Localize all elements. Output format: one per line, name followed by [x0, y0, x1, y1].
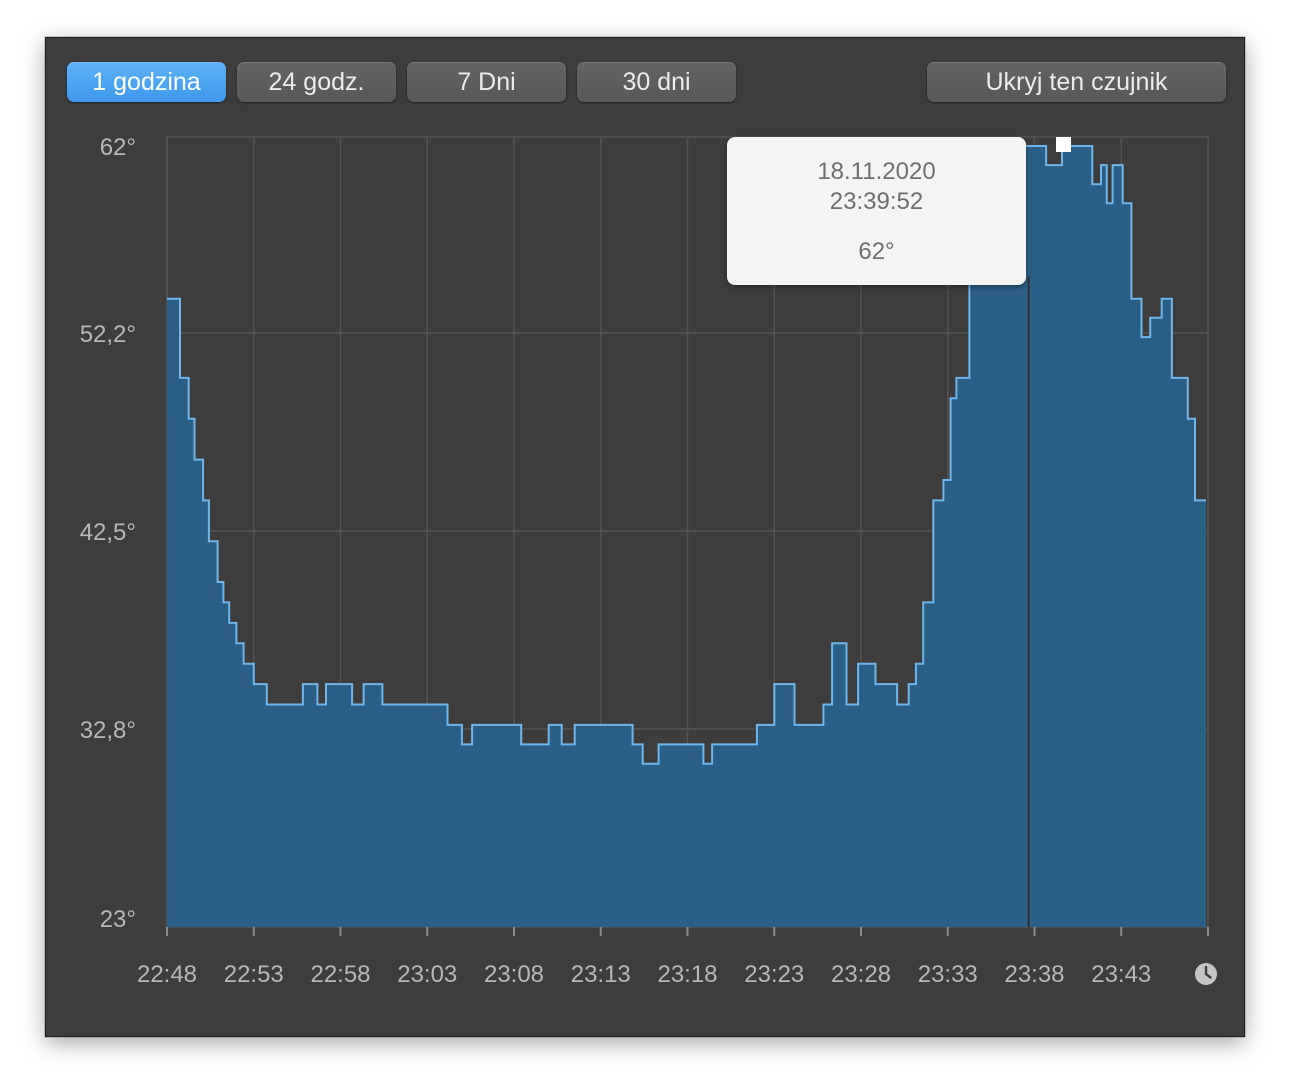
range-30-days-button[interactable]: 30 dni: [577, 62, 736, 102]
x-tick-label: 23:28: [831, 961, 891, 988]
x-tick-label: 23:23: [744, 961, 804, 988]
hide-sensor-button[interactable]: Ukryj ten czujnik: [927, 62, 1226, 102]
range-24-hours-button[interactable]: 24 godz.: [237, 62, 396, 102]
temperature-chart[interactable]: 62° 52,2° 42,5° 32,8° 23° 22:48 22:53 22:58 23:…: [46, 38, 1244, 1036]
x-tick-label: 23:08: [484, 961, 544, 988]
tooltip-value: 62°: [858, 238, 895, 265]
y-tick-label: 42,5°: [80, 519, 136, 546]
x-tick-label: 23:13: [571, 961, 631, 988]
x-tick-label: 23:18: [657, 961, 717, 988]
cursor-marker: [1056, 137, 1071, 152]
y-axis: 62° 52,2° 42,5° 32,8° 23°: [80, 134, 136, 933]
temperature-line: [167, 145, 1206, 765]
x-tick-label: 22:48: [137, 961, 197, 988]
temperature-area: [167, 146, 1206, 927]
value-tooltip: 18.11.2020 23:39:52 62°: [727, 137, 1026, 285]
y-tick-label: 52,2°: [80, 321, 136, 348]
x-tick-label: 22:58: [310, 961, 370, 988]
y-tick-label: 23°: [100, 906, 136, 933]
range-7-days-button[interactable]: 7 Dni: [407, 62, 566, 102]
clock-icon[interactable]: [1194, 962, 1218, 986]
x-tick-label: 23:03: [397, 961, 457, 988]
y-tick-label: 32,8°: [80, 717, 136, 744]
sensor-history-window: 1 godzina 24 godz. 7 Dni 30 dni Ukryj te…: [45, 37, 1245, 1037]
tooltip-time: 23:39:52: [829, 188, 924, 215]
range-1-hour-button[interactable]: 1 godzina: [67, 62, 226, 102]
tooltip-date: 18.11.2020: [817, 158, 936, 185]
x-axis: 22:48 22:53 22:58 23:03 23:08 23:13 23:18 23:23…: [137, 927, 1209, 988]
x-tick-label: 23:38: [1004, 961, 1064, 988]
y-tick-label: 62°: [100, 134, 136, 161]
x-tick-label: 23:43: [1091, 961, 1151, 988]
x-tick-label: 23:33: [918, 961, 978, 988]
x-tick-label: 22:53: [224, 961, 284, 988]
